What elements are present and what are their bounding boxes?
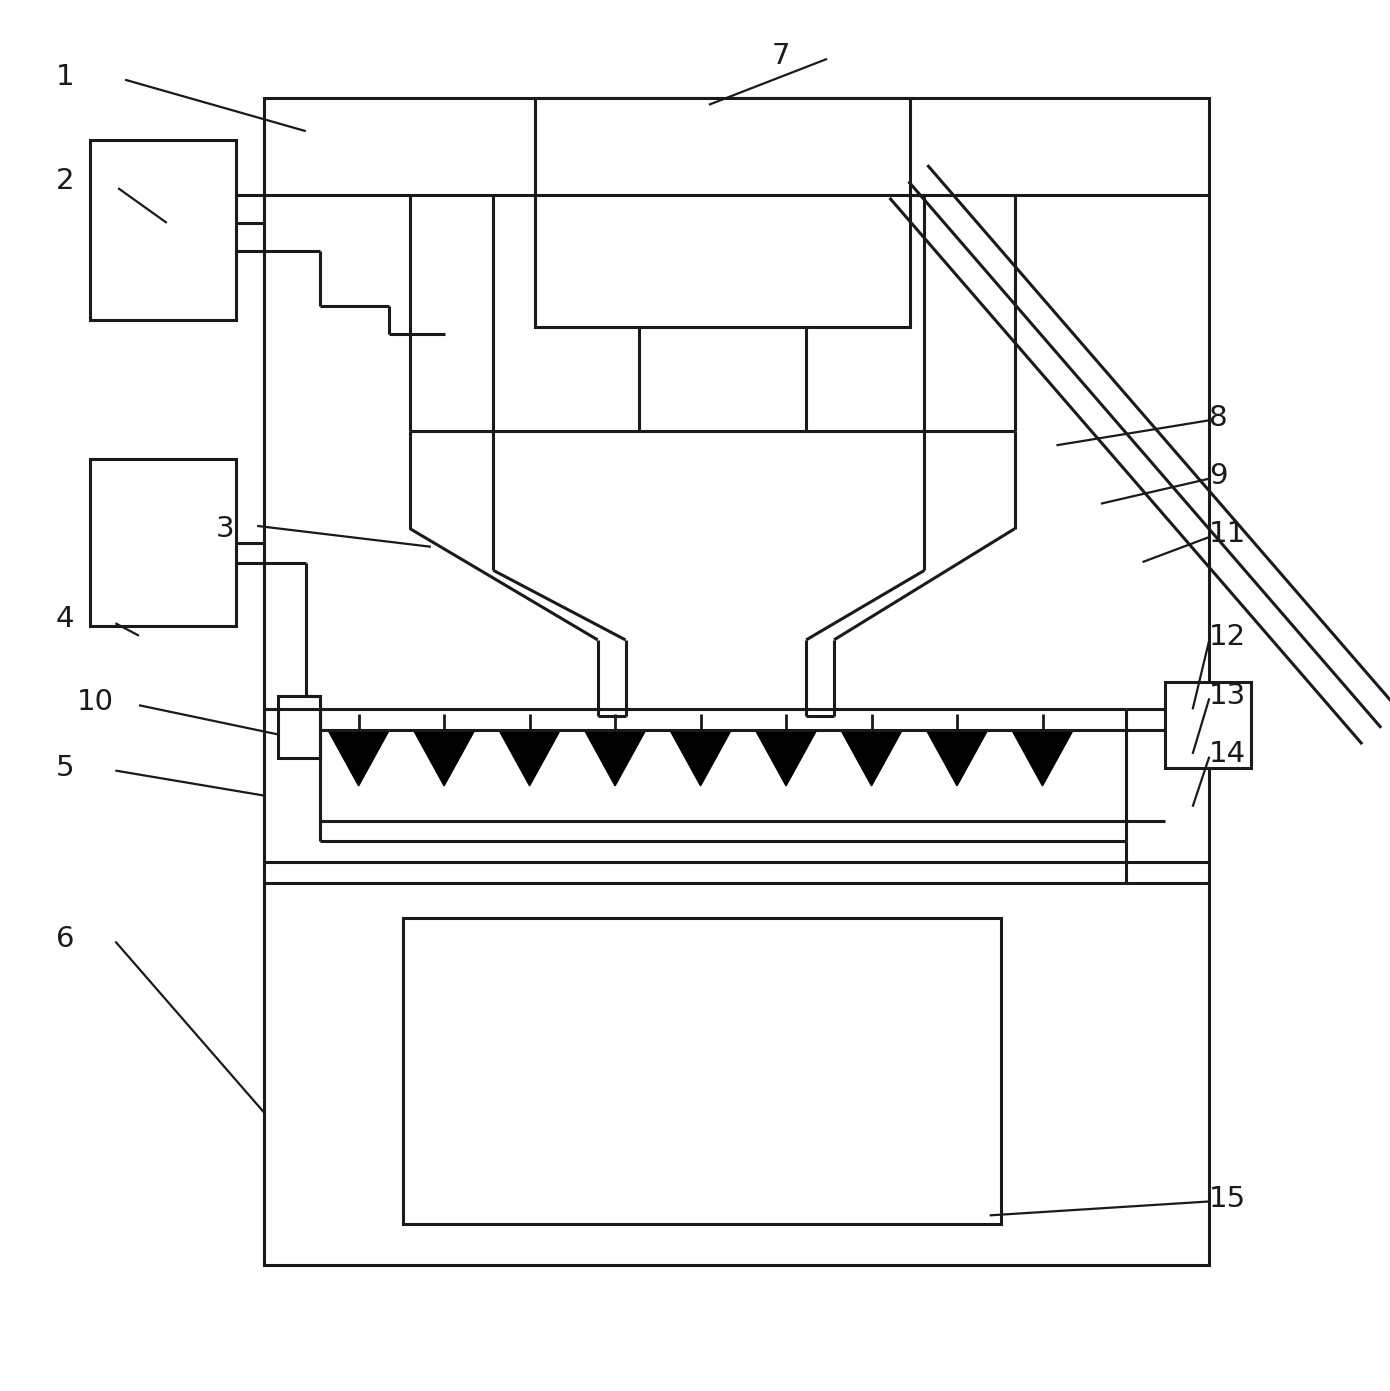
Polygon shape bbox=[1012, 730, 1073, 786]
Bar bbox=[278, 696, 320, 758]
Polygon shape bbox=[926, 730, 987, 786]
Polygon shape bbox=[584, 730, 646, 786]
Polygon shape bbox=[756, 730, 817, 786]
Bar bbox=[264, 97, 1209, 1266]
Text: 6: 6 bbox=[56, 925, 74, 953]
Bar bbox=[403, 918, 1001, 1224]
Text: 11: 11 bbox=[1209, 520, 1247, 548]
Bar bbox=[90, 139, 236, 320]
Polygon shape bbox=[670, 730, 731, 786]
Text: 13: 13 bbox=[1209, 682, 1247, 709]
Bar bbox=[90, 459, 236, 626]
Bar bbox=[1165, 682, 1251, 768]
Text: 5: 5 bbox=[56, 754, 74, 782]
Polygon shape bbox=[499, 730, 560, 786]
Text: 14: 14 bbox=[1209, 740, 1247, 768]
Polygon shape bbox=[841, 730, 902, 786]
Text: 3: 3 bbox=[215, 515, 234, 542]
Text: 9: 9 bbox=[1209, 462, 1227, 490]
Text: 7: 7 bbox=[771, 42, 790, 70]
Text: 4: 4 bbox=[56, 605, 74, 633]
Bar bbox=[535, 97, 910, 327]
Text: 12: 12 bbox=[1209, 623, 1247, 651]
Text: 10: 10 bbox=[76, 689, 114, 716]
Text: 2: 2 bbox=[56, 167, 74, 195]
Text: 8: 8 bbox=[1209, 403, 1227, 431]
Text: 1: 1 bbox=[56, 63, 74, 90]
Text: 15: 15 bbox=[1209, 1185, 1247, 1213]
Polygon shape bbox=[328, 730, 389, 786]
Polygon shape bbox=[414, 730, 475, 786]
